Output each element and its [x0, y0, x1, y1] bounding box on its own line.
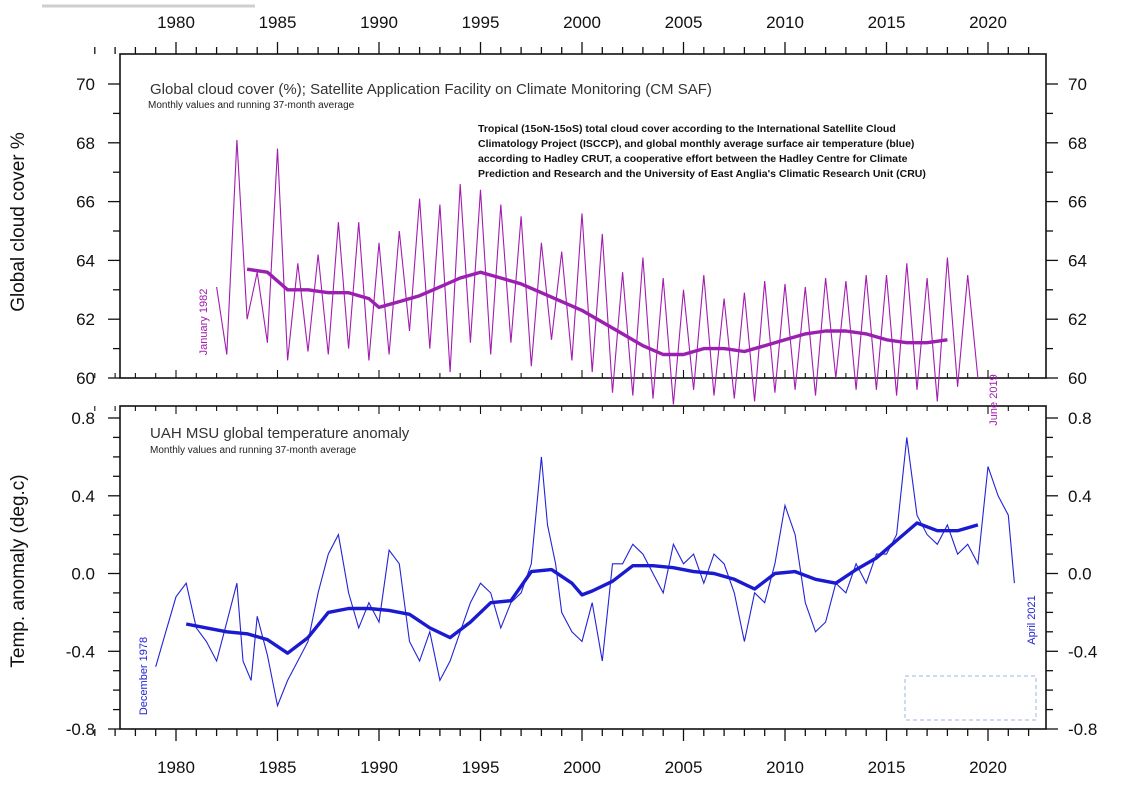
x-tick-label: 1985: [259, 758, 297, 777]
y-tick-label-right: 64: [1068, 251, 1087, 270]
lower-panel-subtitle: Monthly values and running 37-month aver…: [150, 445, 357, 456]
y-tick-label-left: 0.0: [71, 565, 95, 584]
upper-panel-subtitle: Monthly values and running 37-month aver…: [148, 100, 355, 111]
y-tick-label-left: 60: [76, 369, 95, 388]
x-tick-label: 2010: [766, 758, 804, 777]
bottom-x-axis-ticks: 1980 1985 1990 1995 2000 2005 2010 2015 2020: [94, 406, 1030, 777]
temperature-monthly-series: [155, 437, 1015, 708]
y-tick-label-right: 68: [1068, 134, 1087, 153]
lower-plot-frame: [119, 405, 1047, 730]
y-tick-label-right: -0.4: [1068, 642, 1097, 661]
x-tick-label: 2005: [665, 758, 703, 777]
empty-legend-box: [904, 675, 1037, 721]
x-tick-label: 2015: [868, 758, 906, 777]
annotation-line: Tropical (15oN-15oS) total cloud cover a…: [478, 123, 896, 135]
temp-start-label: December 1978: [138, 637, 150, 715]
y-tick-label-left: 70: [76, 75, 95, 94]
x-tick-label: 2020: [969, 13, 1007, 32]
x-tick-label: 1990: [360, 13, 398, 32]
y-tick-label-right: 62: [1068, 310, 1087, 329]
y-tick-label-left: 66: [76, 193, 95, 212]
y-tick-label-right: 66: [1068, 193, 1087, 212]
cloud-cover-monthly-series: [216, 139, 979, 405]
lower-y-axis-ticks: -0.8 -0.8 -0.4 -0.4 0.0 0.0 0.4 0.4 0.8 0.8: [66, 409, 1098, 739]
x-tick-label: 1980: [157, 758, 195, 777]
annotation-line: Prediction and Research and the Universi…: [478, 168, 926, 180]
x-tick-label: 1980: [157, 13, 195, 32]
cloud-start-label: January 1982: [198, 289, 210, 356]
y-tick-label-left: -0.8: [66, 720, 95, 739]
top-x-axis-ticks: 1980 1985 1990 1995 2000 2005 2010 2015 2020: [94, 13, 1030, 378]
y-tick-label-left: 62: [76, 310, 95, 329]
temp-end-label: April 2021: [1026, 595, 1038, 645]
annotation-line: according to Hadley CRUT, a cooperative …: [478, 153, 908, 165]
y-tick-label-left: -0.4: [66, 642, 95, 661]
y-tick-label-left: 64: [76, 251, 95, 270]
y-tick-label-right: 60: [1068, 369, 1087, 388]
y-tick-label-right: 0.8: [1068, 409, 1092, 428]
x-tick-label: 2005: [665, 13, 703, 32]
x-tick-label: 1995: [462, 13, 500, 32]
x-tick-label: 2000: [563, 758, 601, 777]
x-tick-label: 1990: [360, 758, 398, 777]
x-tick-label: 2010: [766, 13, 804, 32]
y-tick-label-right: -0.8: [1068, 720, 1097, 739]
annotation-line: Climatology Project (ISCCP), and global …: [478, 138, 914, 150]
x-tick-label: 2015: [868, 13, 906, 32]
cloud-end-label: June 2019: [988, 374, 1000, 425]
lower-panel-title: UAH MSU global temperature anomaly: [150, 425, 410, 442]
lower-y-axis-title: Temp. anomaly (deg.c): [8, 474, 29, 667]
upper-y-axis-title: Global cloud cover %: [8, 132, 29, 312]
y-tick-label-left: 0.8: [71, 409, 95, 428]
cloud-cover-running-average-series: [246, 267, 948, 357]
y-tick-label-left: 68: [76, 134, 95, 153]
x-tick-label: 2020: [969, 758, 1007, 777]
y-tick-label-right: 0.0: [1068, 565, 1092, 584]
upper-plot-frame: [119, 53, 1047, 379]
y-tick-label-left: 0.4: [71, 487, 95, 506]
x-tick-label: 1985: [259, 13, 297, 32]
temperature-running-average-series: [185, 521, 979, 655]
upper-panel-annotation: Tropical (15oN-15oS) total cloud cover a…: [478, 123, 926, 180]
x-tick-label: 1995: [462, 758, 500, 777]
x-tick-label: 2000: [563, 13, 601, 32]
y-tick-label-right: 70: [1068, 75, 1087, 94]
upper-panel-title: Global cloud cover (%); Satellite Applic…: [150, 81, 712, 98]
upper-y-axis-ticks: 60 60 62 62 64 64 66 66 68 68 70 70: [76, 75, 1087, 388]
y-tick-label-right: 0.4: [1068, 487, 1092, 506]
